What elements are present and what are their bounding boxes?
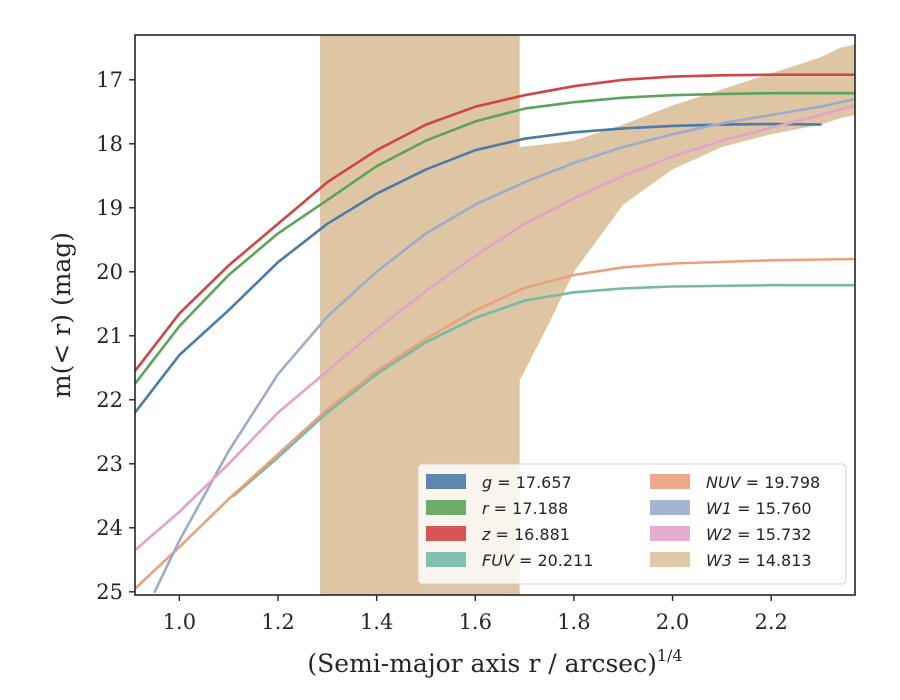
- y-tick-label: 24: [96, 516, 123, 540]
- w1-legend-label: W1 = 15.760: [706, 499, 812, 518]
- series-lines-layer: [135, 73, 855, 594]
- r-legend-label: r = 17.188: [482, 499, 568, 518]
- w3-legend-label: W3 = 14.813: [706, 551, 812, 570]
- x-tick-label: 2.0: [656, 610, 689, 634]
- w1-legend-swatch: [650, 500, 690, 515]
- z-legend-label: z = 16.881: [481, 525, 570, 544]
- r-line: [135, 91, 855, 386]
- x-axis-label-exponent: 1/4: [657, 646, 683, 665]
- y-tick-label: 23: [96, 452, 123, 476]
- w3-band: [319, 35, 855, 595]
- x-tick-label: 1.6: [459, 610, 492, 634]
- legend: g = 17.657 r = 17.188 z = 16.881 FUV = 20.2…: [417, 463, 847, 585]
- x-tick-label: 2.2: [754, 610, 787, 634]
- nuv-legend-label: NUV = 19.798: [706, 473, 820, 492]
- g-legend-swatch: [426, 474, 466, 489]
- y-tick-label: 19: [96, 196, 123, 220]
- fuv-legend-label: FUV = 20.211: [482, 551, 593, 570]
- y-tick-label: 25: [96, 580, 123, 604]
- nuv-line: [135, 257, 855, 590]
- nuv-legend-swatch: [650, 474, 690, 489]
- y-tick-label: 20: [96, 260, 123, 284]
- z-legend-swatch: [426, 526, 466, 541]
- x-tick-label: 1.4: [360, 610, 393, 634]
- x-axis-ticks: 1.0 1.2 1.4 1.6 1.8 2.0 2.2: [163, 595, 788, 634]
- fuv-legend-swatch: [426, 552, 466, 567]
- x-tick-label: 1.8: [557, 610, 590, 634]
- w2-legend-label: W2 = 15.732: [706, 525, 812, 544]
- plot-frame: [134, 34, 856, 596]
- w2-line: [135, 104, 855, 552]
- y-tick-label: 21: [96, 324, 123, 348]
- x-tick-label: 1.0: [163, 610, 196, 634]
- g-line: [135, 122, 822, 414]
- g-legend-label: g = 17.657: [482, 473, 572, 492]
- y-axis-ticks: 17 18 19 20 21 22 23 24 25: [96, 68, 135, 604]
- y-axis-label: m(< r) (mag): [47, 232, 76, 398]
- fuv-line: [232, 283, 855, 498]
- w3-band-layer: [319, 35, 855, 595]
- w1-line: [153, 97, 855, 594]
- r-legend-swatch: [426, 500, 466, 515]
- x-axis-label: (Semi-major axis r / arcsec)1/4: [307, 646, 682, 678]
- x-axis-label-text: (Semi-major axis r / arcsec): [307, 649, 656, 678]
- y-tick-label: 22: [96, 388, 123, 412]
- x-tick-label: 1.2: [261, 610, 294, 634]
- z-line: [135, 73, 855, 373]
- y-tick-label: 18: [96, 132, 123, 156]
- w2-legend-swatch: [650, 526, 690, 541]
- y-tick-label: 17: [96, 68, 123, 92]
- w3-legend-swatch: [650, 552, 690, 567]
- legend-box: [417, 463, 847, 585]
